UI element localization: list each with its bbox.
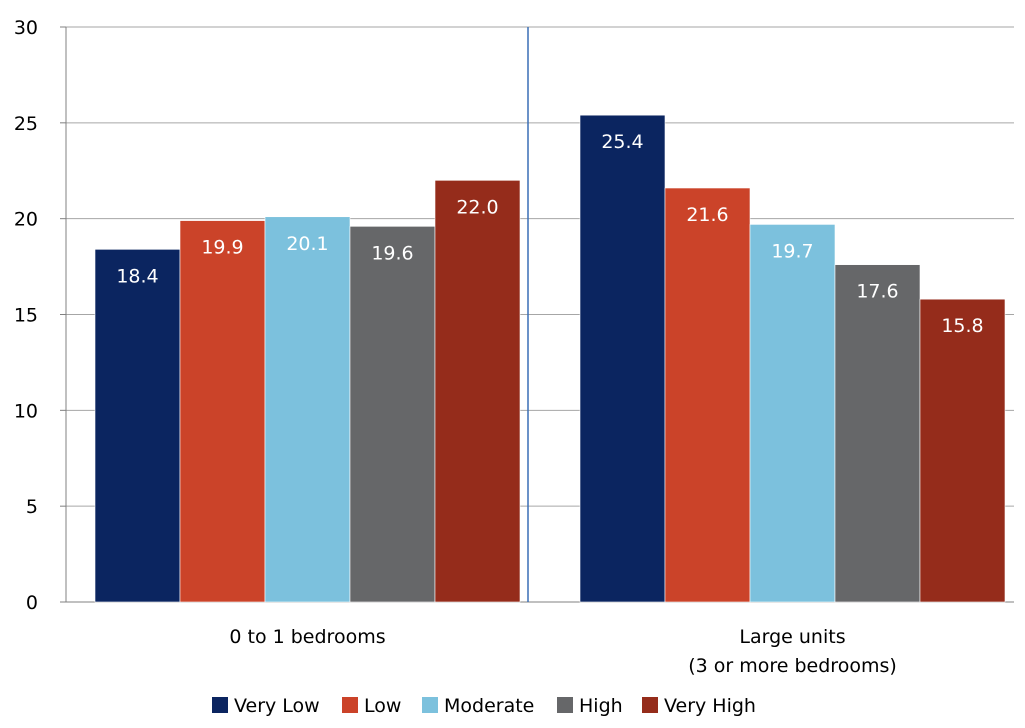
bar-very-high (434, 180, 521, 603)
data-labels: 18.4 19.9 20.1 19.6 22.0 25.4 21.6 19.7 17.6 15.8 (116, 131, 983, 337)
bar-value-label: 19.9 (201, 237, 243, 259)
bar-very-low (579, 114, 666, 603)
y-tick-label: 15 (14, 305, 38, 327)
bar-very-high (919, 298, 1006, 603)
legend-item: Very Low (212, 695, 320, 717)
legend: Very Low Low Moderate High Very High (212, 695, 756, 717)
legend-swatch (642, 697, 658, 713)
legend-label: High (579, 695, 623, 717)
bar-value-label: 22.0 (456, 196, 498, 218)
tick-labels: 0 5 10 15 20 25 30 0 to 1 bedrooms Large units (3… (14, 17, 897, 677)
bar-value-label: 18.4 (116, 265, 158, 287)
y-tick-label: 30 (14, 17, 38, 39)
y-tick-label: 10 (14, 400, 38, 422)
bar-value-label: 15.8 (941, 315, 983, 337)
bar-very-low (94, 249, 181, 603)
bar-value-label: 25.4 (601, 131, 643, 153)
legend-swatch (557, 697, 573, 713)
bar-moderate (264, 216, 351, 603)
legend-item: High (557, 695, 623, 717)
bar-high (349, 226, 436, 603)
bar-value-label: 19.6 (371, 242, 413, 264)
x-category-label: Large units (739, 626, 845, 648)
legend-item: Moderate (422, 695, 534, 717)
legend-label: Very Low (234, 695, 320, 717)
legend-label: Low (364, 695, 401, 717)
bar-value-label: 17.6 (856, 281, 898, 303)
y-tick-label: 25 (14, 113, 38, 135)
bar-value-label: 21.6 (686, 204, 728, 226)
bar-low (179, 220, 266, 603)
bars (94, 114, 1006, 603)
legend-label: Moderate (444, 695, 534, 717)
bar-value-label: 19.7 (771, 240, 813, 262)
y-tick-label: 5 (26, 496, 38, 518)
y-tick-label: 20 (14, 209, 38, 231)
x-category-label: (3 or more bedrooms) (688, 655, 897, 677)
legend-swatch (342, 697, 358, 713)
legend-item: Low (342, 695, 401, 717)
bar-moderate (749, 224, 836, 603)
bar-high (834, 264, 921, 603)
legend-swatch (212, 697, 228, 713)
bar-value-label: 20.1 (286, 233, 328, 255)
x-category-label: 0 to 1 bedrooms (229, 626, 385, 648)
legend-swatch (422, 697, 438, 713)
legend-label: Very High (664, 695, 756, 717)
y-tick-label: 0 (26, 592, 38, 614)
bar-low (664, 187, 751, 603)
legend-item: Very High (642, 695, 756, 717)
